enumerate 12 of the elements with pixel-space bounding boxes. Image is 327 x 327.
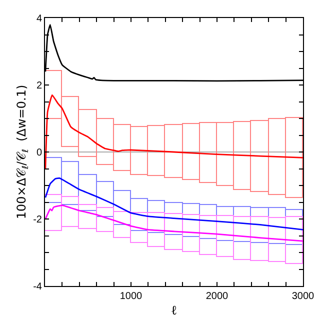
x-tick-label: 1000 xyxy=(120,291,143,302)
y-tick-label: 2 xyxy=(36,80,42,92)
y-tick-label: 0 xyxy=(36,148,42,158)
line-series xyxy=(45,204,303,242)
y-tick-label: -4 xyxy=(33,282,42,292)
y-tick-label: 4 xyxy=(36,14,42,24)
x-axis-title: ℓ xyxy=(170,304,178,319)
y-tick-label: -2 xyxy=(33,214,42,226)
x-tick-label: 3000 xyxy=(292,291,315,302)
x-tick-label: 2000 xyxy=(206,291,229,302)
line-series xyxy=(45,94,303,170)
line-series xyxy=(45,177,303,230)
